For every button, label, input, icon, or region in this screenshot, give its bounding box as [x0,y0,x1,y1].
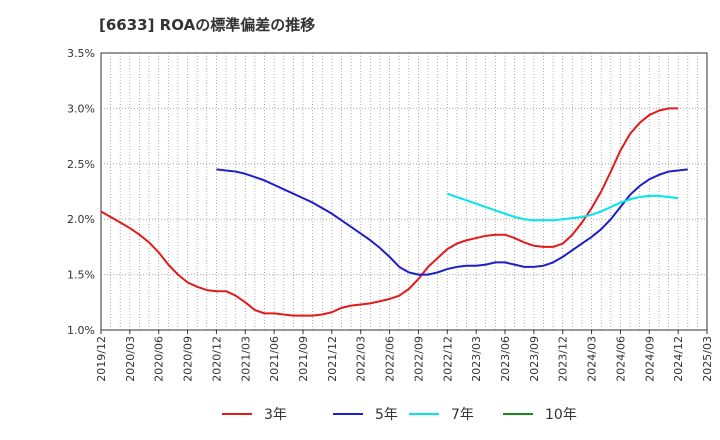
x-tick-label: 2024/09 [643,336,656,382]
x-tick-label: 2023/03 [470,336,483,382]
legend: 3年 5年 7年 10年 [222,407,577,423]
x-tick-label: 2022/12 [441,336,454,382]
x-tick-label: 2020/06 [153,336,166,382]
x-tick-label: 2021/09 [297,336,310,382]
x-tick-label: 2023/09 [528,336,541,382]
y-tick-label: 2.5% [67,158,95,171]
y-tick-label: 3.0% [67,102,95,115]
y-tick-label: 3.5% [67,47,95,60]
legend-label: 3年 [264,407,287,423]
x-tick-label: 2025/03 [701,336,714,382]
plot-frame [100,52,708,331]
chart-title: [6633] ROAの標準偏差の推移 [99,16,316,34]
x-tick-label: 2024/06 [614,336,627,382]
legend-label: 10年 [545,407,577,423]
x-tick-label: 2023/12 [557,336,570,382]
x-tick-label: 2024/12 [672,336,685,382]
x-tick-label: 2021/12 [326,336,339,382]
y-tick-label: 2.0% [67,213,95,226]
y-tick-label: 1.0% [67,324,95,337]
x-tick-label: 2021/06 [268,336,281,382]
x-tick-label: 2023/06 [499,336,512,382]
series-line-3年 [100,107,679,317]
y-tick-label: 1.5% [67,269,95,282]
x-tick-label: 2022/03 [355,336,368,382]
series-line-5年 [216,168,688,276]
legend-label: 5年 [375,407,398,423]
x-tick-label: 2022/09 [412,336,425,382]
x-tick-label: 2019/12 [95,336,108,382]
x-tick-label: 2020/12 [210,336,223,382]
x-tick-label: 2021/03 [239,336,252,382]
series-line-7年 [446,192,679,222]
legend-label: 7年 [451,407,474,423]
x-tick-label: 2022/06 [384,336,397,382]
grid-layer [101,52,707,331]
series-layer [100,107,688,317]
x-tick-label: 2020/03 [124,336,137,382]
x-tick-label: 2020/09 [182,336,195,382]
y-axis: 1.0% 1.5% 2.0% 2.5% 3.0% 3.5% [67,47,95,337]
x-axis: 2019/12 2020/03 2020/06 2020/09 2020/12 2021/… [95,330,714,382]
x-tick-label: 2024/03 [586,336,599,382]
